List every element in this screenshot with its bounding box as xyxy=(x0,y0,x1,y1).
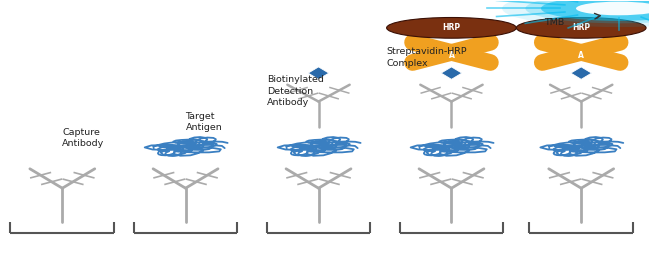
Ellipse shape xyxy=(576,2,650,15)
Polygon shape xyxy=(441,67,462,79)
Text: Target
Antigen: Target Antigen xyxy=(185,112,222,132)
Text: Biotinylated
Detection
Antibody: Biotinylated Detection Antibody xyxy=(266,75,324,107)
Polygon shape xyxy=(571,67,592,79)
Ellipse shape xyxy=(387,17,516,38)
Polygon shape xyxy=(308,67,329,79)
Ellipse shape xyxy=(525,0,650,23)
Text: HRP: HRP xyxy=(572,23,590,32)
Text: TMB: TMB xyxy=(544,18,564,27)
Ellipse shape xyxy=(516,17,646,38)
Text: Streptavidin-HRP
Complex: Streptavidin-HRP Complex xyxy=(387,47,467,68)
Text: HRP: HRP xyxy=(443,23,461,32)
Ellipse shape xyxy=(502,0,650,27)
Text: A: A xyxy=(448,51,454,60)
Text: A: A xyxy=(578,51,584,60)
Ellipse shape xyxy=(541,0,650,21)
Text: Capture
Antibody: Capture Antibody xyxy=(62,128,105,148)
